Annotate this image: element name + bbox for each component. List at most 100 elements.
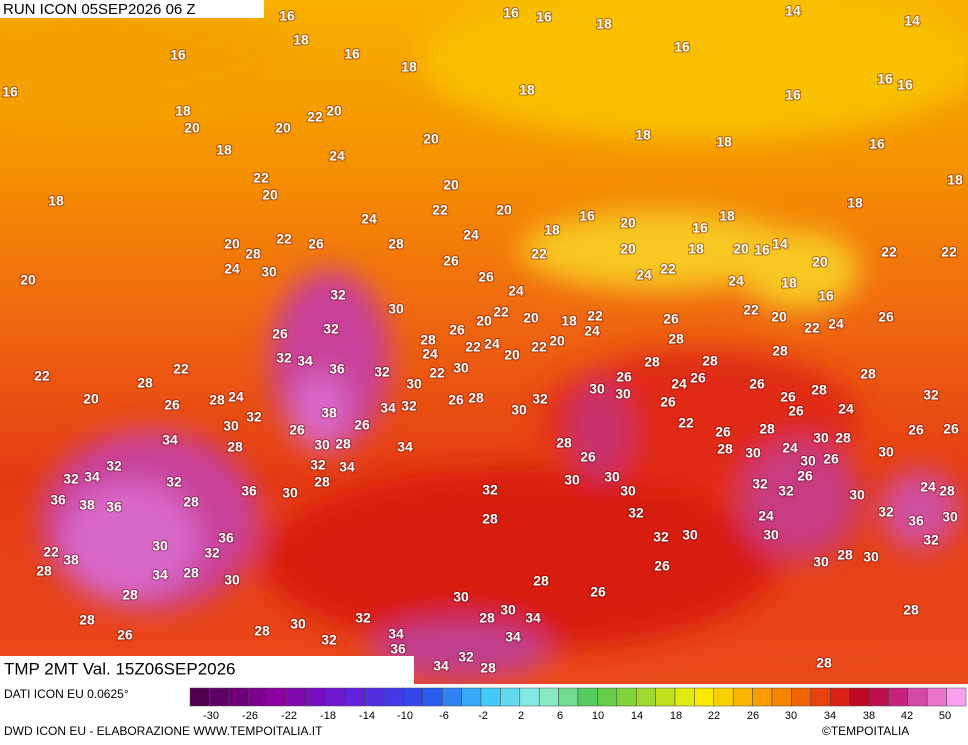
colorbar-box <box>771 687 792 707</box>
colorbar-box <box>461 687 482 707</box>
temperature-label: 30 <box>261 264 277 280</box>
temperature-label: 24 <box>758 508 774 524</box>
colorbar-box <box>946 687 967 707</box>
temperature-label: 34 <box>297 353 313 369</box>
temperature-label: 20 <box>20 272 36 288</box>
colorbar-box <box>888 687 909 707</box>
temperature-label: 32 <box>878 504 894 520</box>
colorbar-box <box>558 687 579 707</box>
temperature-label: 32 <box>401 398 417 414</box>
temperature-label: 32 <box>374 364 390 380</box>
colorbar-box <box>597 687 618 707</box>
temperature-label: 30 <box>813 430 829 446</box>
temperature-label: 16 <box>503 5 519 21</box>
colorbar-tick-label: -2 <box>478 710 488 722</box>
temperature-label: 18 <box>293 32 309 48</box>
temperature-label: 28 <box>482 511 498 527</box>
temperature-label: 26 <box>797 468 813 484</box>
map-area <box>0 0 968 684</box>
colorbar-tick-label: 14 <box>631 710 643 722</box>
temperature-label: 32 <box>106 458 122 474</box>
temperature-label: 16 <box>536 9 552 25</box>
temperature-label: 20 <box>549 333 565 349</box>
temperature-label: 28 <box>314 474 330 490</box>
colorbar-box <box>577 687 598 707</box>
temperature-label: 34 <box>525 610 541 626</box>
temperature-label: 14 <box>785 3 801 19</box>
temperature-label: 16 <box>2 84 18 100</box>
temperature-label: 30 <box>863 549 879 565</box>
colorbar-box <box>616 687 637 707</box>
temperature-label: 34 <box>152 567 168 583</box>
colorbar-box <box>441 687 462 707</box>
colorbar-box <box>500 687 521 707</box>
temperature-label: 38 <box>63 552 79 568</box>
temperature-label: 30 <box>615 386 631 402</box>
colorbar-box <box>926 687 947 707</box>
temperature-label: 30 <box>763 527 779 543</box>
temperature-label: 28 <box>245 246 261 262</box>
colorbar-box <box>810 687 831 707</box>
temperature-label: 28 <box>209 392 225 408</box>
temperature-label: 28 <box>183 494 199 510</box>
temperature-label: 34 <box>380 400 396 416</box>
colorbar-box <box>849 687 870 707</box>
temperature-label: 30 <box>745 445 761 461</box>
temperature-label: 22 <box>432 202 448 218</box>
temperature-label: 26 <box>943 421 959 437</box>
colorbar-box <box>403 687 424 707</box>
temperature-label: 20 <box>423 131 439 147</box>
temperature-label: 20 <box>262 187 278 203</box>
colorbar: -30 -26 -22 -18 -14 -10 -6 -2 2 6 10 14 18 22 26 30 34 38… <box>189 687 967 722</box>
temperature-label: 16 <box>579 208 595 224</box>
temperature-label: 32 <box>628 505 644 521</box>
colorbar-box <box>694 687 715 707</box>
colorbar-box <box>868 687 889 707</box>
credit-text: DWD ICON EU - ELABORAZIONE WWW.TEMPOITAL… <box>4 724 323 738</box>
colorbar-tick-label: 10 <box>592 710 604 722</box>
colorbar-box <box>364 687 385 707</box>
temperature-label: 28 <box>811 382 827 398</box>
temperature-label: 22 <box>465 339 481 355</box>
temperature-label: 18 <box>401 59 417 75</box>
temperature-label: 18 <box>716 134 732 150</box>
temperature-label: 22 <box>429 365 445 381</box>
panel-title: TMP 2MT Val. 15Z06SEP2026 <box>4 659 236 678</box>
temperature-label: 22 <box>587 308 603 324</box>
colorbar-tick-label: -6 <box>439 710 449 722</box>
colorbar-tick-label: 2 <box>518 710 524 722</box>
temperature-label: 28 <box>388 236 404 252</box>
temperature-label: 18 <box>48 193 64 209</box>
temperature-label: 32 <box>532 391 548 407</box>
temperature-label: 30 <box>849 487 865 503</box>
temperature-label: 26 <box>272 326 288 342</box>
temperature-label: 16 <box>869 136 885 152</box>
colorbar-box <box>286 687 307 707</box>
temperature-label: 30 <box>500 602 516 618</box>
temperature-label: 22 <box>276 231 292 247</box>
colorbar-box <box>791 687 812 707</box>
temperature-label: 16 <box>692 220 708 236</box>
temperature-label: 36 <box>106 499 122 515</box>
temperature-label: 28 <box>335 436 351 452</box>
colorbar-box <box>907 687 928 707</box>
temperature-label: 18 <box>635 127 651 143</box>
temperature-label: 22 <box>34 368 50 384</box>
temperature-label: 20 <box>620 215 636 231</box>
colorbar-tick-label: 18 <box>670 710 682 722</box>
temperature-label: 24 <box>224 261 240 277</box>
temperature-label: 28 <box>480 660 496 676</box>
temperature-label: 28 <box>227 439 243 455</box>
temperature-label: 32 <box>323 321 339 337</box>
temperature-label: 32 <box>778 483 794 499</box>
temperature-label: 22 <box>660 261 676 277</box>
temperature-label: 22 <box>307 109 323 125</box>
temperature-label: 28 <box>772 343 788 359</box>
colorbar-box <box>480 687 501 707</box>
temperature-label: 36 <box>390 641 406 657</box>
temperature-label: 22 <box>253 170 269 186</box>
temperature-label: 20 <box>523 310 539 326</box>
temperature-label: 28 <box>835 430 851 446</box>
